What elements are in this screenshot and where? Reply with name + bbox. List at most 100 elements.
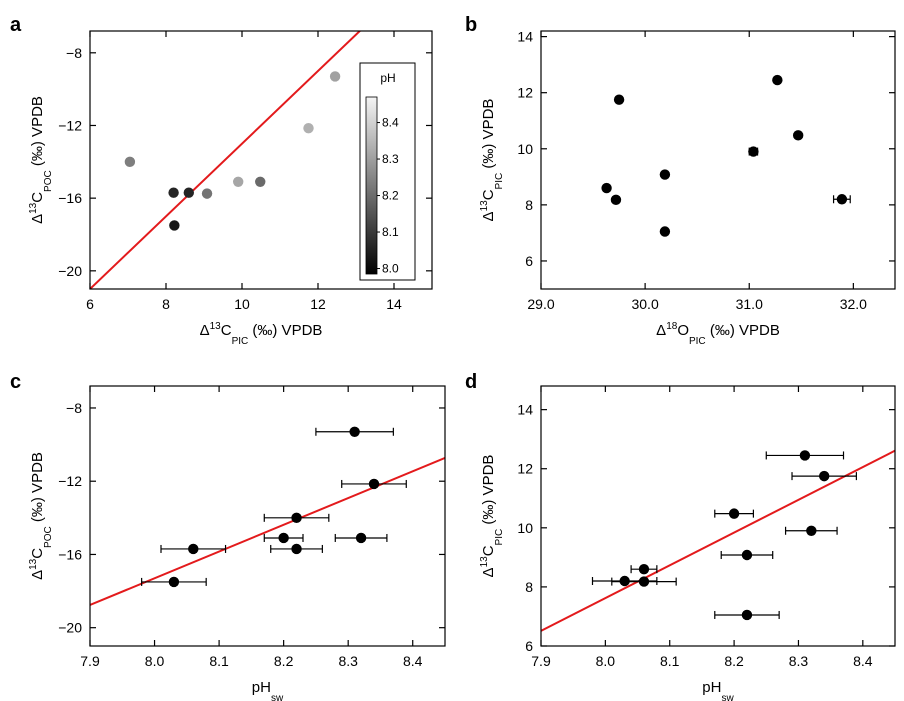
data-point [349, 426, 360, 437]
x-axis-label-sub: sw [271, 693, 284, 701]
x-axis-label-sup: 18 [666, 321, 678, 332]
y-axis-label-sup: 13 [28, 558, 39, 570]
x-axis-label: Δ18OPIC (‰) VPDB [656, 321, 780, 347]
y-axis-label-sub: POC [43, 526, 54, 548]
x-axis-label-pre: Δ [200, 322, 210, 339]
x-axis-label-main: pH [252, 679, 271, 696]
x-tick-label: 30.0 [631, 296, 658, 312]
x-tick-label: 8 [162, 296, 170, 312]
x-axis-label: Δ13CPIC (‰) VPDB [200, 321, 323, 347]
data-point [355, 532, 367, 544]
y-axis-label-pre: Δ [480, 211, 497, 221]
data-point [772, 74, 783, 86]
y-axis-label: Δ13CPOC (‰) VPDB [28, 96, 54, 224]
data-point [291, 512, 302, 524]
y-axis-label-sup: 13 [479, 556, 490, 568]
data-point [659, 169, 671, 180]
y-axis-label-post: (‰) VPDB [29, 96, 46, 170]
x-tick-label: 32.0 [840, 296, 867, 312]
fit-line [90, 457, 445, 606]
x-axis-label-post: (‰) VPDB [706, 322, 780, 339]
colorbar-tick-label: 8.1 [382, 225, 399, 239]
y-tick-label: 10 [517, 520, 533, 536]
x-axis-label-pre: Δ [656, 322, 666, 339]
y-tick-label: 14 [517, 29, 533, 45]
data-point [278, 532, 289, 544]
fit-line [541, 449, 895, 632]
y-tick-label: −8 [66, 45, 82, 61]
x-axis-label-main: O [677, 322, 689, 339]
y-tick-label: 14 [517, 402, 533, 418]
colorbar-tick-label: 8.0 [382, 262, 399, 276]
y-tick-label: −12 [58, 473, 82, 489]
y-tick-label: 6 [525, 638, 533, 654]
plot-frame [89, 385, 446, 647]
x-axis-label-sup: 13 [210, 321, 222, 332]
data-point [601, 182, 612, 194]
y-axis-label: Δ13CPOC (‰) VPDB [28, 452, 54, 580]
data-point [303, 123, 314, 134]
data-point [169, 220, 180, 231]
data-point [728, 508, 740, 519]
y-axis-label: Δ13CPIC (‰) VPDB [479, 99, 505, 222]
x-tick-label: 29.0 [527, 296, 554, 312]
data-point [819, 470, 830, 482]
x-tick-label: 8.2 [724, 653, 744, 669]
x-axis-label-sub: PIC [689, 336, 706, 347]
panel-d: 7.9 8.0 8.1 8.2 8.3 8.4 6 8 10 12 14 pHsw Δ13CPIC (‰… [479, 385, 896, 701]
x-tick-label: 8.0 [145, 653, 165, 669]
x-tick-label: 8.3 [338, 653, 358, 669]
y-axis-label-post: (‰) VPDB [29, 452, 46, 526]
data-point [188, 543, 199, 555]
panel-letter-a: a [10, 14, 22, 36]
data-point [613, 94, 625, 105]
y-tick-label: −16 [58, 546, 82, 562]
data-point [792, 130, 804, 141]
x-tick-label: 8.1 [660, 653, 680, 669]
y-axis-label-post: (‰) VPDB [480, 99, 497, 173]
panel-letter-d: d [465, 371, 477, 393]
x-tick-label: 8.4 [403, 653, 423, 669]
y-axis-label-sub: PIC [494, 529, 505, 546]
data-point [255, 176, 266, 188]
y-axis-label-sup: 13 [479, 200, 490, 212]
y-axis-label-pre: Δ [29, 214, 46, 224]
data-point [610, 194, 622, 206]
data-point [638, 576, 650, 587]
colorbar-gradient [365, 96, 378, 275]
x-tick-label: 8.2 [274, 653, 294, 669]
x-tick-label: 12 [310, 296, 326, 312]
data-point [291, 543, 302, 555]
panel-letter-b: b [465, 14, 477, 36]
y-axis-label-post: (‰) VPDB [480, 455, 497, 529]
y-axis-label-main: C [480, 545, 497, 556]
y-axis-label-sub: POC [43, 170, 54, 192]
x-axis-label: pHsw [252, 679, 284, 701]
data-point [741, 549, 753, 561]
y-axis-label-pre: Δ [29, 570, 46, 580]
x-axis-label: pHsw [702, 679, 734, 701]
data-point [124, 156, 136, 168]
x-tick-label: 31.0 [736, 296, 763, 312]
y-axis-label-main: C [480, 189, 497, 200]
data-point [368, 478, 380, 490]
x-tick-label: 7.9 [531, 653, 551, 669]
data-point [168, 187, 179, 198]
y-tick-label: 8 [525, 579, 533, 595]
data-point [799, 450, 811, 461]
colorbar-tick-label: 8.2 [382, 189, 399, 203]
data-point [748, 146, 759, 157]
x-axis-label-post: (‰) VPDB [248, 322, 322, 339]
y-tick-label: 10 [517, 141, 533, 157]
data-point [329, 71, 341, 82]
colorbar-title: pH [380, 71, 395, 85]
data-point [638, 563, 650, 575]
y-tick-label: 6 [525, 253, 533, 269]
x-tick-label: 8.3 [789, 653, 809, 669]
data-point [168, 576, 180, 588]
y-tick-label: 8 [525, 197, 533, 213]
y-tick-label: −16 [58, 190, 82, 206]
